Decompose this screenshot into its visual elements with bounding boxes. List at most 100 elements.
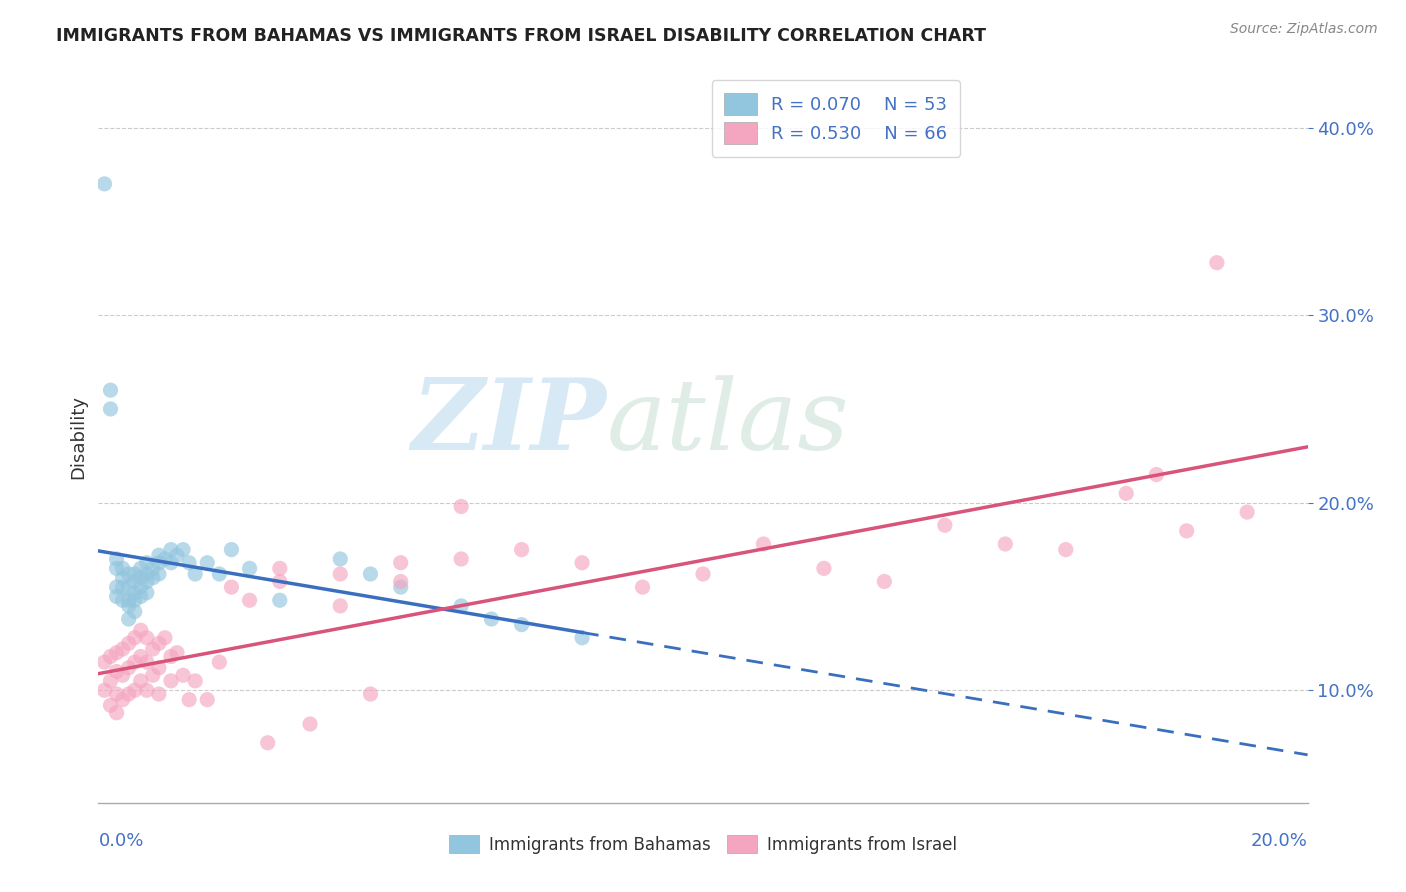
Point bbox=[1206, 255, 1229, 269]
Point bbox=[329, 566, 352, 581]
Point bbox=[179, 556, 201, 570]
Point bbox=[129, 580, 152, 594]
Point bbox=[135, 586, 157, 600]
Point bbox=[813, 561, 835, 575]
Point bbox=[111, 571, 134, 585]
Point bbox=[329, 599, 352, 613]
Point bbox=[135, 683, 157, 698]
Point bbox=[160, 649, 183, 664]
Point bbox=[100, 649, 122, 664]
Point bbox=[269, 574, 291, 589]
Point bbox=[208, 655, 231, 669]
Point bbox=[184, 566, 207, 581]
Point bbox=[118, 636, 141, 650]
Point bbox=[124, 593, 146, 607]
Point bbox=[111, 593, 134, 607]
Point bbox=[389, 574, 412, 589]
Text: ZIP: ZIP bbox=[412, 375, 606, 471]
Point bbox=[389, 580, 412, 594]
Point bbox=[184, 673, 207, 688]
Point bbox=[389, 556, 412, 570]
Point bbox=[142, 642, 165, 657]
Point bbox=[124, 683, 146, 698]
Point bbox=[1144, 467, 1167, 482]
Point bbox=[129, 649, 152, 664]
Point bbox=[111, 642, 134, 657]
Point bbox=[239, 561, 262, 575]
Point bbox=[135, 574, 157, 589]
Point bbox=[105, 552, 128, 566]
Point bbox=[148, 636, 170, 650]
Point bbox=[129, 571, 152, 585]
Point bbox=[148, 661, 170, 675]
Point bbox=[105, 706, 128, 720]
Point bbox=[118, 661, 141, 675]
Point bbox=[1236, 505, 1258, 519]
Point bbox=[153, 631, 176, 645]
Point bbox=[129, 624, 152, 638]
Point bbox=[105, 687, 128, 701]
Point bbox=[172, 668, 194, 682]
Point bbox=[100, 383, 122, 397]
Point bbox=[195, 692, 218, 706]
Point bbox=[105, 646, 128, 660]
Point bbox=[124, 631, 146, 645]
Point bbox=[118, 599, 141, 613]
Point bbox=[873, 574, 896, 589]
Point bbox=[481, 612, 503, 626]
Point bbox=[148, 687, 170, 701]
Point bbox=[160, 542, 183, 557]
Point bbox=[269, 593, 291, 607]
Point bbox=[124, 574, 146, 589]
Y-axis label: Disability: Disability bbox=[69, 395, 87, 479]
Point bbox=[118, 580, 141, 594]
Point bbox=[631, 580, 654, 594]
Point bbox=[239, 593, 262, 607]
Point bbox=[221, 542, 243, 557]
Point bbox=[111, 692, 134, 706]
Point bbox=[160, 673, 183, 688]
Point bbox=[256, 736, 278, 750]
Point bbox=[105, 665, 128, 679]
Point bbox=[124, 566, 146, 581]
Point bbox=[142, 668, 165, 682]
Point bbox=[1115, 486, 1137, 500]
Point bbox=[360, 566, 382, 581]
Point bbox=[142, 571, 165, 585]
Point bbox=[148, 566, 170, 581]
Point bbox=[166, 646, 188, 660]
Text: Source: ZipAtlas.com: Source: ZipAtlas.com bbox=[1230, 22, 1378, 37]
Point bbox=[111, 580, 134, 594]
Point bbox=[934, 518, 956, 533]
Point bbox=[450, 500, 472, 514]
Point bbox=[1054, 542, 1077, 557]
Point bbox=[118, 687, 141, 701]
Point bbox=[571, 556, 593, 570]
Point bbox=[172, 542, 194, 557]
Point bbox=[160, 556, 183, 570]
Point bbox=[142, 561, 165, 575]
Point bbox=[571, 631, 593, 645]
Point bbox=[195, 556, 218, 570]
Point bbox=[135, 655, 157, 669]
Point bbox=[111, 668, 134, 682]
Point bbox=[105, 561, 128, 575]
Point bbox=[692, 566, 714, 581]
Text: 20.0%: 20.0% bbox=[1251, 832, 1308, 850]
Legend: Immigrants from Bahamas, Immigrants from Israel: Immigrants from Bahamas, Immigrants from… bbox=[441, 829, 965, 860]
Point bbox=[148, 556, 170, 570]
Point bbox=[93, 683, 115, 698]
Point bbox=[135, 631, 157, 645]
Point bbox=[111, 561, 134, 575]
Point bbox=[153, 552, 176, 566]
Point bbox=[118, 593, 141, 607]
Point bbox=[450, 552, 472, 566]
Point bbox=[1175, 524, 1198, 538]
Point bbox=[166, 548, 188, 562]
Point bbox=[450, 599, 472, 613]
Point bbox=[100, 673, 122, 688]
Point bbox=[208, 566, 231, 581]
Point bbox=[100, 698, 122, 713]
Point bbox=[148, 548, 170, 562]
Point bbox=[221, 580, 243, 594]
